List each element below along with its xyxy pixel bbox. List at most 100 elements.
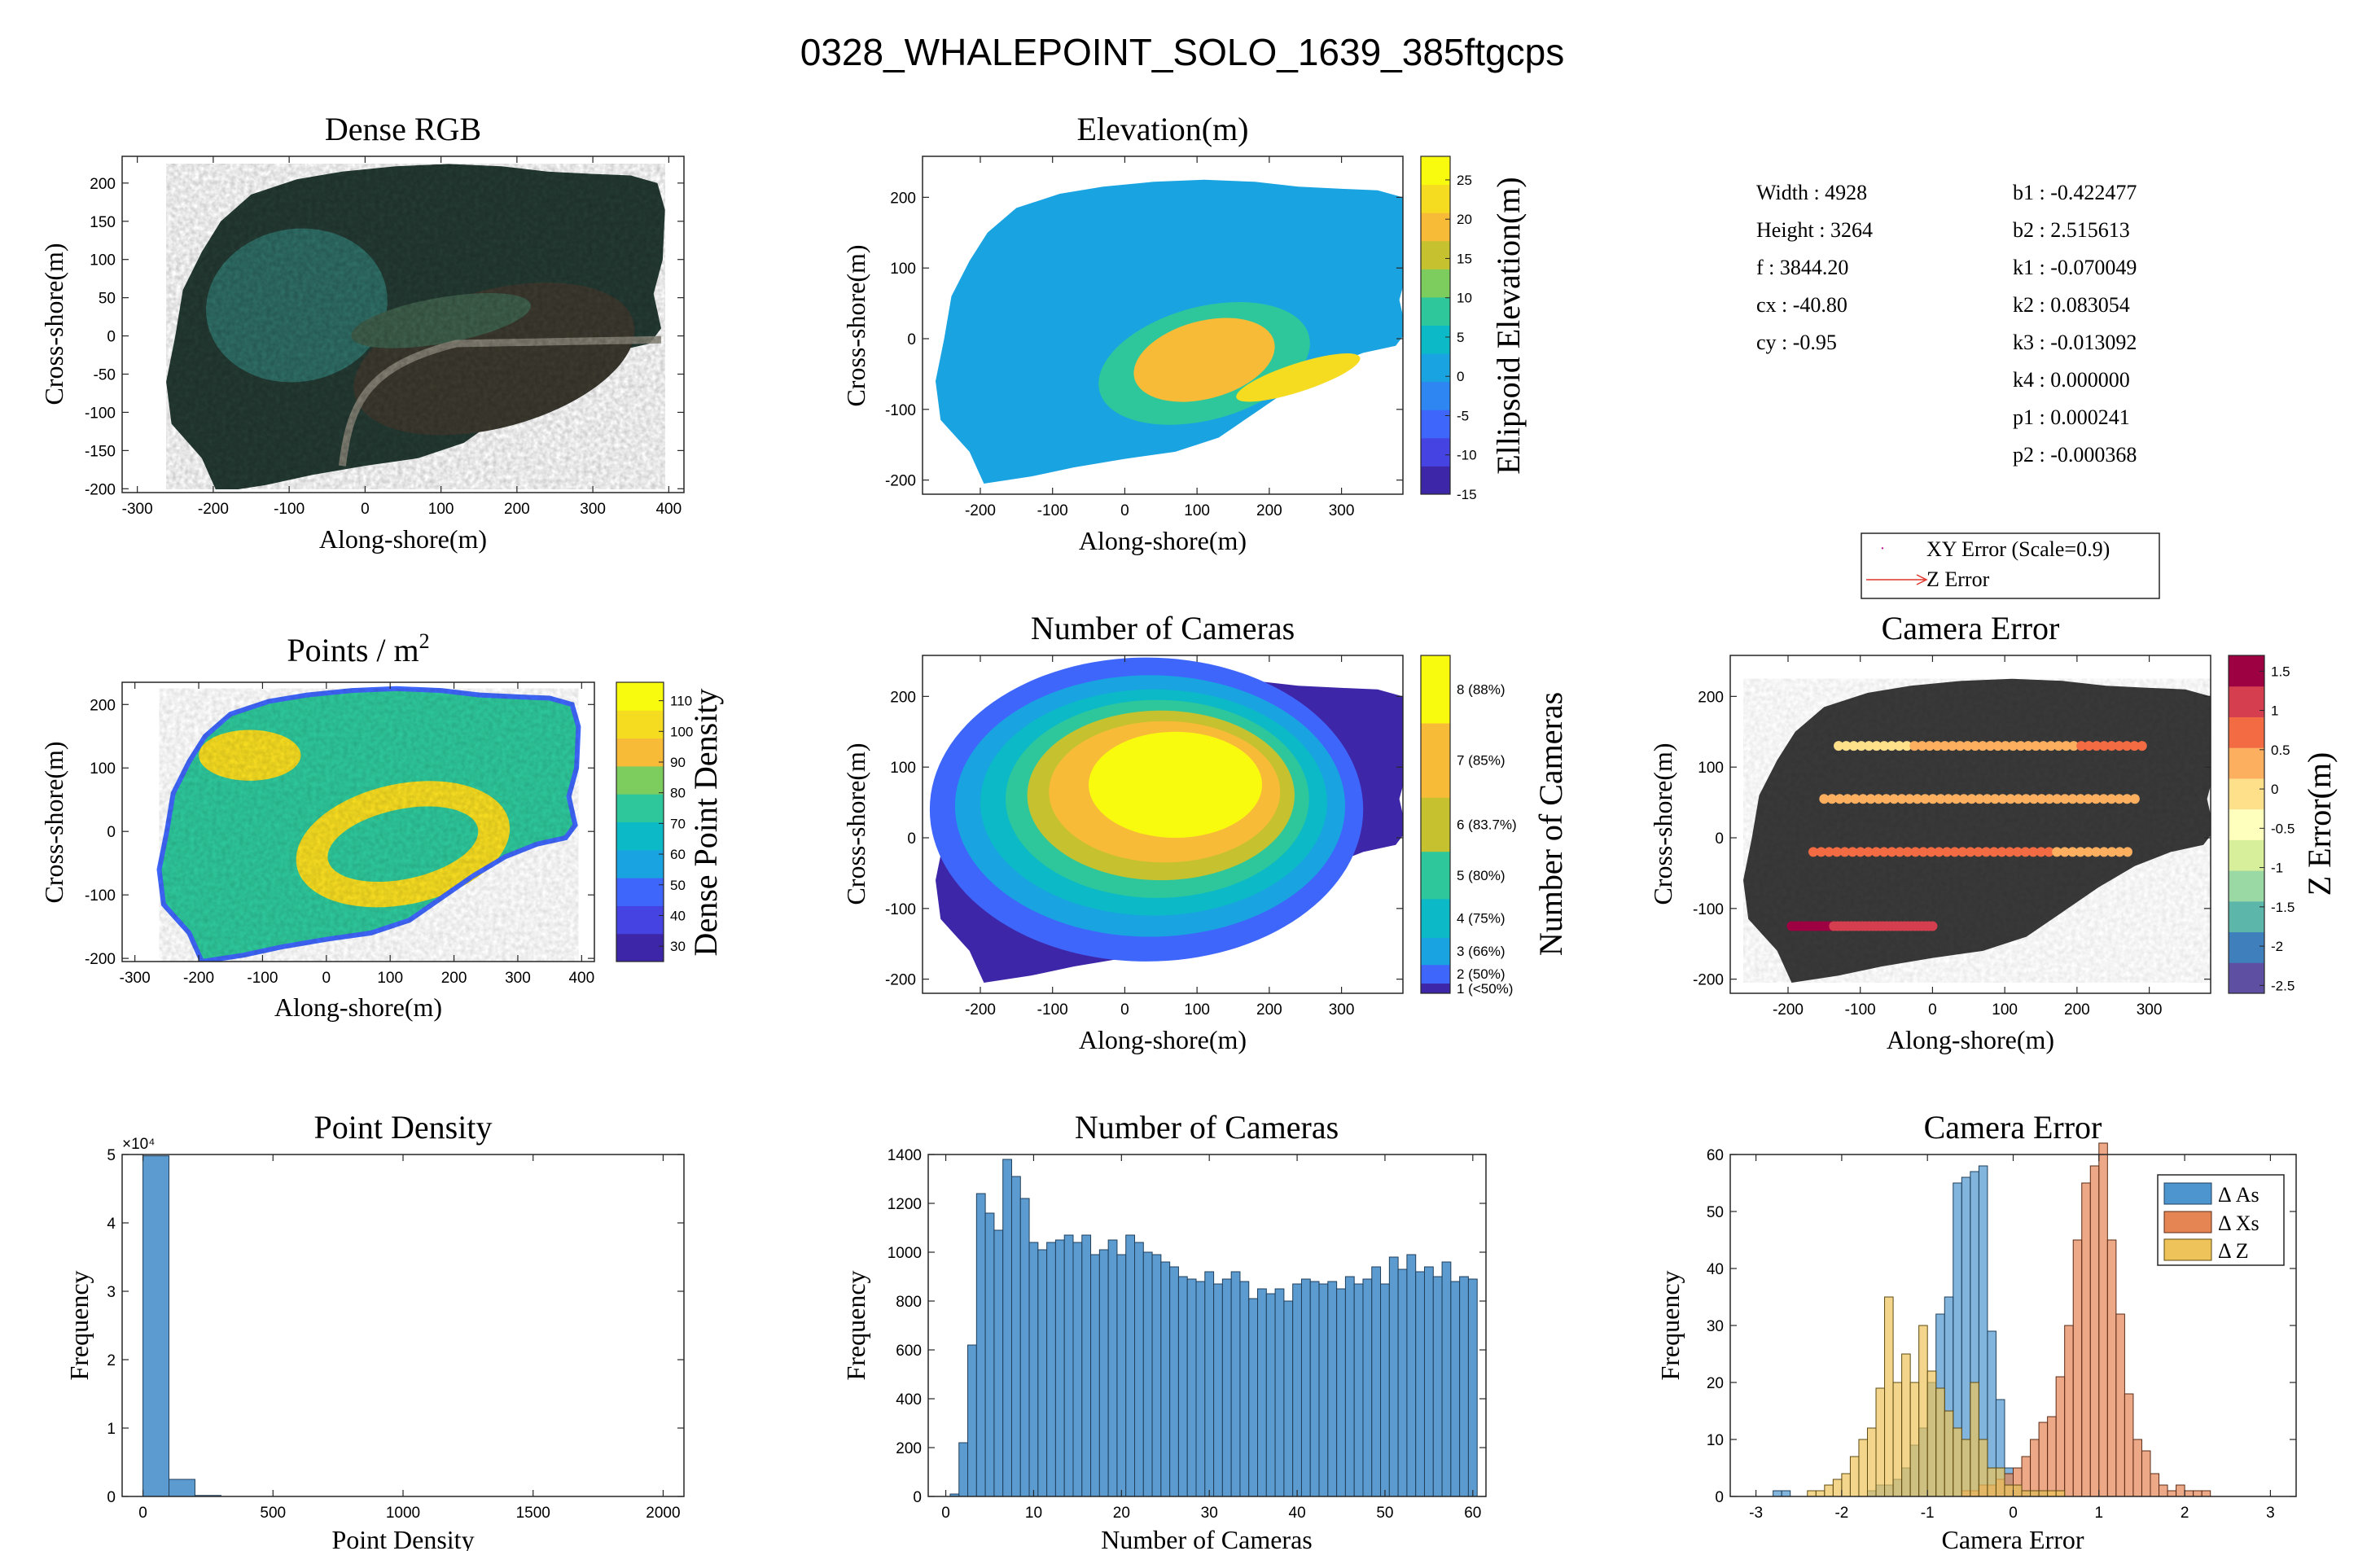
colorbar-segment xyxy=(1421,269,1450,298)
distortion-row: p2 : -0.000368 xyxy=(2013,443,2137,467)
camera-position xyxy=(1887,741,1897,751)
histogram-bar-1 xyxy=(2038,1422,2049,1497)
figure-title: 0328_WHALEPOINT_SOLO_1639_385ftgcps xyxy=(800,31,1564,73)
colorbar-tick-label: 110 xyxy=(670,694,692,709)
colorbar-tick-label: 10 xyxy=(1457,291,1472,306)
camera-position xyxy=(1904,794,1915,804)
x-tick-label: 30 xyxy=(1201,1505,1218,1522)
y-tick-label: 2 xyxy=(107,1352,116,1369)
colorbar-tick-label: 4 (75%) xyxy=(1457,911,1506,927)
camera-position xyxy=(2036,847,2046,857)
histogram-bar-2 xyxy=(1858,1439,1868,1497)
y-tick-label: 0 xyxy=(913,1489,922,1506)
points-density-xlabel: Along-shore(m) xyxy=(274,992,442,1022)
camera-position xyxy=(1924,741,1935,751)
intrinsic-row: cx : -40.80 xyxy=(1756,293,1847,317)
num-cameras-map-title: Number of Cameras xyxy=(1031,610,1295,646)
histogram-bar xyxy=(1423,1266,1434,1497)
camera-position xyxy=(1831,847,1842,857)
histogram-bar xyxy=(1081,1234,1092,1497)
camera-position xyxy=(1988,847,1999,857)
colorbar-segment xyxy=(1421,325,1450,354)
legend-label-dz: Δ Z xyxy=(2218,1239,2249,1263)
camera-position xyxy=(1981,847,1992,857)
colorbar-segment xyxy=(1421,851,1450,900)
histogram-bar xyxy=(1090,1254,1100,1497)
y-tick-label: 400 xyxy=(896,1391,922,1409)
camera-position xyxy=(1992,741,2003,751)
histogram-bar xyxy=(142,1155,170,1497)
colorbar-tick-label: -5 xyxy=(1457,408,1469,423)
num-cameras-map-xlabel: Along-shore(m) xyxy=(1079,1025,1247,1054)
camera-position xyxy=(1816,847,1826,857)
camera-error-map-ylabel: Cross-shore(m) xyxy=(1648,743,1677,905)
camera-position xyxy=(1871,741,1882,751)
x-tick-label: -100 xyxy=(274,501,305,518)
panel-dense-rgb: Dense RGB -300 -200 -100 0 100 200 300 400 200 15… xyxy=(39,111,685,554)
histogram-bar xyxy=(1002,1159,1012,1497)
histogram-bar-2 xyxy=(2021,1490,2032,1497)
colorbar-segment xyxy=(616,933,664,962)
camera-position xyxy=(2061,741,2071,751)
camera-position xyxy=(1918,847,1929,857)
camera-position xyxy=(1990,794,2001,804)
camera-position xyxy=(1917,741,1927,751)
histogram-bar xyxy=(1441,1261,1452,1497)
x-tick-label: 1500 xyxy=(516,1505,550,1522)
x-tick-label: -100 xyxy=(1845,1001,1876,1019)
camera-position xyxy=(2076,741,2087,751)
y-tick-label: 200 xyxy=(896,1440,922,1457)
histogram-bar xyxy=(1010,1176,1021,1497)
camera-position xyxy=(2106,794,2117,804)
colorbar-segment xyxy=(1421,410,1450,439)
histogram-bar xyxy=(975,1193,986,1497)
colorbar-tick-label: 6 (83.7%) xyxy=(1457,817,1517,833)
camera-position xyxy=(2083,847,2093,857)
camera-position xyxy=(1982,794,1992,804)
camera-position xyxy=(1997,794,2008,804)
histogram-bar-1 xyxy=(2124,1393,2134,1497)
camera-position xyxy=(2114,794,2124,804)
camera-position xyxy=(1874,794,1884,804)
histogram-bar xyxy=(1318,1283,1329,1497)
camera-position xyxy=(1996,847,2007,857)
x-tick-label: 200 xyxy=(1256,1001,1282,1019)
x-tick-label: 0 xyxy=(1120,502,1129,519)
y-tick-label: 1000 xyxy=(888,1245,922,1262)
dense-rgb-image xyxy=(166,164,665,489)
camera-position xyxy=(1847,847,1858,857)
y-tick-label: 40 xyxy=(1707,1261,1724,1278)
y-tick-label: 0 xyxy=(907,331,916,348)
elevation-map xyxy=(936,179,1403,484)
points-density-title: Points / m2 xyxy=(287,629,429,668)
histogram-bar-1 xyxy=(2106,1239,2117,1497)
y-tick-label: 3 xyxy=(107,1284,116,1301)
colorbar-segment xyxy=(1421,212,1450,242)
histogram-bar xyxy=(1336,1288,1346,1497)
num-cameras-hist-ylabel: Frequency xyxy=(841,1270,870,1380)
y-tick-label: 0 xyxy=(107,329,116,346)
camera-position xyxy=(1895,847,1905,857)
x-tick-label: 1000 xyxy=(386,1505,420,1522)
colorbar-segment xyxy=(2229,839,2264,871)
histogram-bar-1 xyxy=(2132,1439,2142,1497)
x-tick-label: 50 xyxy=(1376,1505,1393,1522)
colorbar-segment xyxy=(616,682,664,711)
y-tick-label: 200 xyxy=(890,190,916,207)
histogram-bar-2 xyxy=(1970,1382,1979,1497)
legend-swatch-dxs xyxy=(2163,1211,2212,1233)
num-cameras-hist-xlabel: Number of Cameras xyxy=(1101,1525,1312,1551)
y-tick-label: -200 xyxy=(885,473,916,490)
y-tick-label: 20 xyxy=(1707,1375,1724,1392)
num-cameras-bars xyxy=(949,1159,1478,1497)
y-tick-label: 0 xyxy=(1715,1489,1724,1506)
y-tick-label: -150 xyxy=(85,443,116,460)
camera-position xyxy=(2008,741,2018,751)
colorbar-frame xyxy=(2228,655,2265,994)
camera-position xyxy=(2114,741,2124,751)
camera-position xyxy=(2075,794,2086,804)
x-tick-label: 100 xyxy=(1184,1001,1210,1019)
camera-position xyxy=(2015,741,2026,751)
